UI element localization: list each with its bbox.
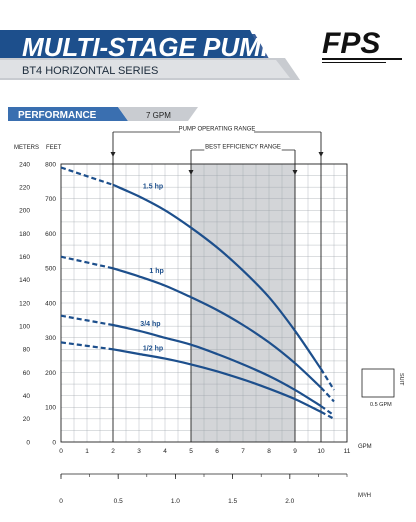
best-efficiency-range-label-bg — [204, 146, 282, 153]
y-right-tick-label: 700 — [45, 196, 56, 203]
y-right-tick-label: 400 — [45, 300, 56, 307]
y-right-axis-title: FEET — [46, 145, 62, 151]
curve-dashed-start — [60, 314, 114, 327]
curve-solid — [112, 348, 322, 413]
x-tick-label: 4 — [163, 448, 167, 455]
y-left-tick-label: 180 — [19, 231, 30, 238]
x-tick-label: 8 — [267, 448, 271, 455]
x-tick-label: 0 — [59, 448, 63, 455]
curve-label: 1.5 hp — [143, 183, 163, 190]
operating-range-label-bg — [180, 128, 254, 135]
plot-frame — [60, 163, 348, 443]
y-left-tick-label: 140 — [19, 277, 30, 284]
curve-dashed-start — [60, 341, 114, 351]
y-left-tick-label: 120 — [19, 300, 30, 307]
curve-dashed-start — [60, 166, 114, 186]
best-efficiency-range-arrow — [292, 170, 298, 175]
x2-tick-label: 0.5 — [114, 498, 123, 505]
y-right-tick-label: 500 — [45, 266, 56, 273]
y-left-tick-label: 240 — [19, 161, 30, 168]
x-tick-label: 7 — [241, 448, 245, 455]
curve-dashed-end — [320, 368, 335, 391]
y-right-tick-label: 300 — [45, 335, 56, 342]
operating-range-label: PUMP OPERATING RANGE — [179, 127, 256, 133]
x-tick-label: 10 — [317, 448, 325, 455]
x-axis-title: GPM — [358, 444, 372, 450]
curve-label: 3/4 hp — [140, 321, 160, 328]
x-tick-label: 3 — [137, 448, 141, 455]
operating-range-arrow — [318, 152, 324, 157]
x-tick-label: 11 — [344, 448, 351, 455]
x-tick-label: 2 — [111, 448, 115, 455]
y-right-tick-label: 600 — [45, 231, 56, 238]
y-left-tick-label: 220 — [19, 184, 30, 191]
y-left-tick-label: 40 — [23, 393, 31, 400]
section-label: PERFORMANCE — [18, 110, 97, 121]
y-left-tick-label: 20 — [23, 416, 31, 423]
x-tick-label: 1 — [85, 448, 89, 455]
curve-dashed-start — [60, 255, 114, 270]
y-left-tick-label: 160 — [19, 254, 30, 261]
y-left-axis-title: METERS — [14, 145, 39, 151]
range-markers: PUMP OPERATING RANGE BEST EFFICIENCY RANG… — [110, 127, 324, 442]
y-right-tick-label: 800 — [45, 161, 56, 168]
section-flow: 7 GPM — [146, 111, 171, 120]
x-tick-label: 9 — [293, 448, 297, 455]
curve-solid — [112, 323, 322, 408]
page-title: MULTI-STAGE PUMPS — [22, 32, 296, 62]
curve-solid — [112, 267, 322, 389]
logo-text: FPS — [322, 27, 380, 60]
y-left-tick-label: 60 — [23, 370, 31, 377]
y-left-tick-label: 200 — [19, 208, 30, 215]
y-left-tick-label: 100 — [19, 323, 30, 330]
best-efficiency-range-arrow — [188, 170, 194, 175]
curve-label: 1 hp — [149, 268, 163, 275]
x2-tick-label: 2.0 — [285, 498, 294, 505]
curve-label: 1/2 hp — [143, 345, 163, 352]
x2-tick-label: 1.5 — [228, 498, 237, 505]
x2-tick-label: 0 — [59, 498, 63, 505]
y-left-tick-label: 80 — [23, 347, 31, 354]
pump-curves: 1.5 hp 1 hp 3/4 hp 1/2 hp — [60, 166, 335, 420]
y-right-tick-label: 100 — [45, 405, 56, 412]
inset-box: SUIT 0.5 GPM — [361, 368, 404, 408]
inset-sublabel: 0.5 GPM — [370, 402, 392, 408]
curve-solid — [112, 183, 322, 370]
fps-logo: FPS — [322, 27, 402, 63]
best-efficiency-range-label: BEST EFFICIENCY RANGE — [205, 145, 281, 151]
y-right-tick-label: 200 — [45, 370, 56, 377]
x-tick-label: 6 — [215, 448, 219, 455]
header-banner: MULTI-STAGE PUMPS BT4 HORIZONTAL SERIES — [0, 30, 300, 80]
axis-ticks: 0204060801001201401601802002202400100200… — [19, 161, 351, 505]
x2-axis-title: M³/H — [358, 493, 371, 499]
curve-dashed-end — [320, 386, 335, 403]
y-left-tick-label: 0 — [26, 439, 30, 446]
x-tick-label: 5 — [189, 448, 193, 455]
y-right-tick-label: 0 — [52, 439, 56, 446]
inset-label: SUIT — [398, 373, 404, 386]
x2-tick-label: 1.0 — [171, 498, 180, 505]
curve-dashed-end — [320, 405, 335, 417]
operating-range-arrow — [110, 152, 116, 157]
curve-dashed-end — [320, 410, 335, 420]
page-subtitle: BT4 HORIZONTAL SERIES — [22, 65, 158, 77]
performance-bar: PERFORMANCE 7 GPM — [8, 107, 198, 121]
